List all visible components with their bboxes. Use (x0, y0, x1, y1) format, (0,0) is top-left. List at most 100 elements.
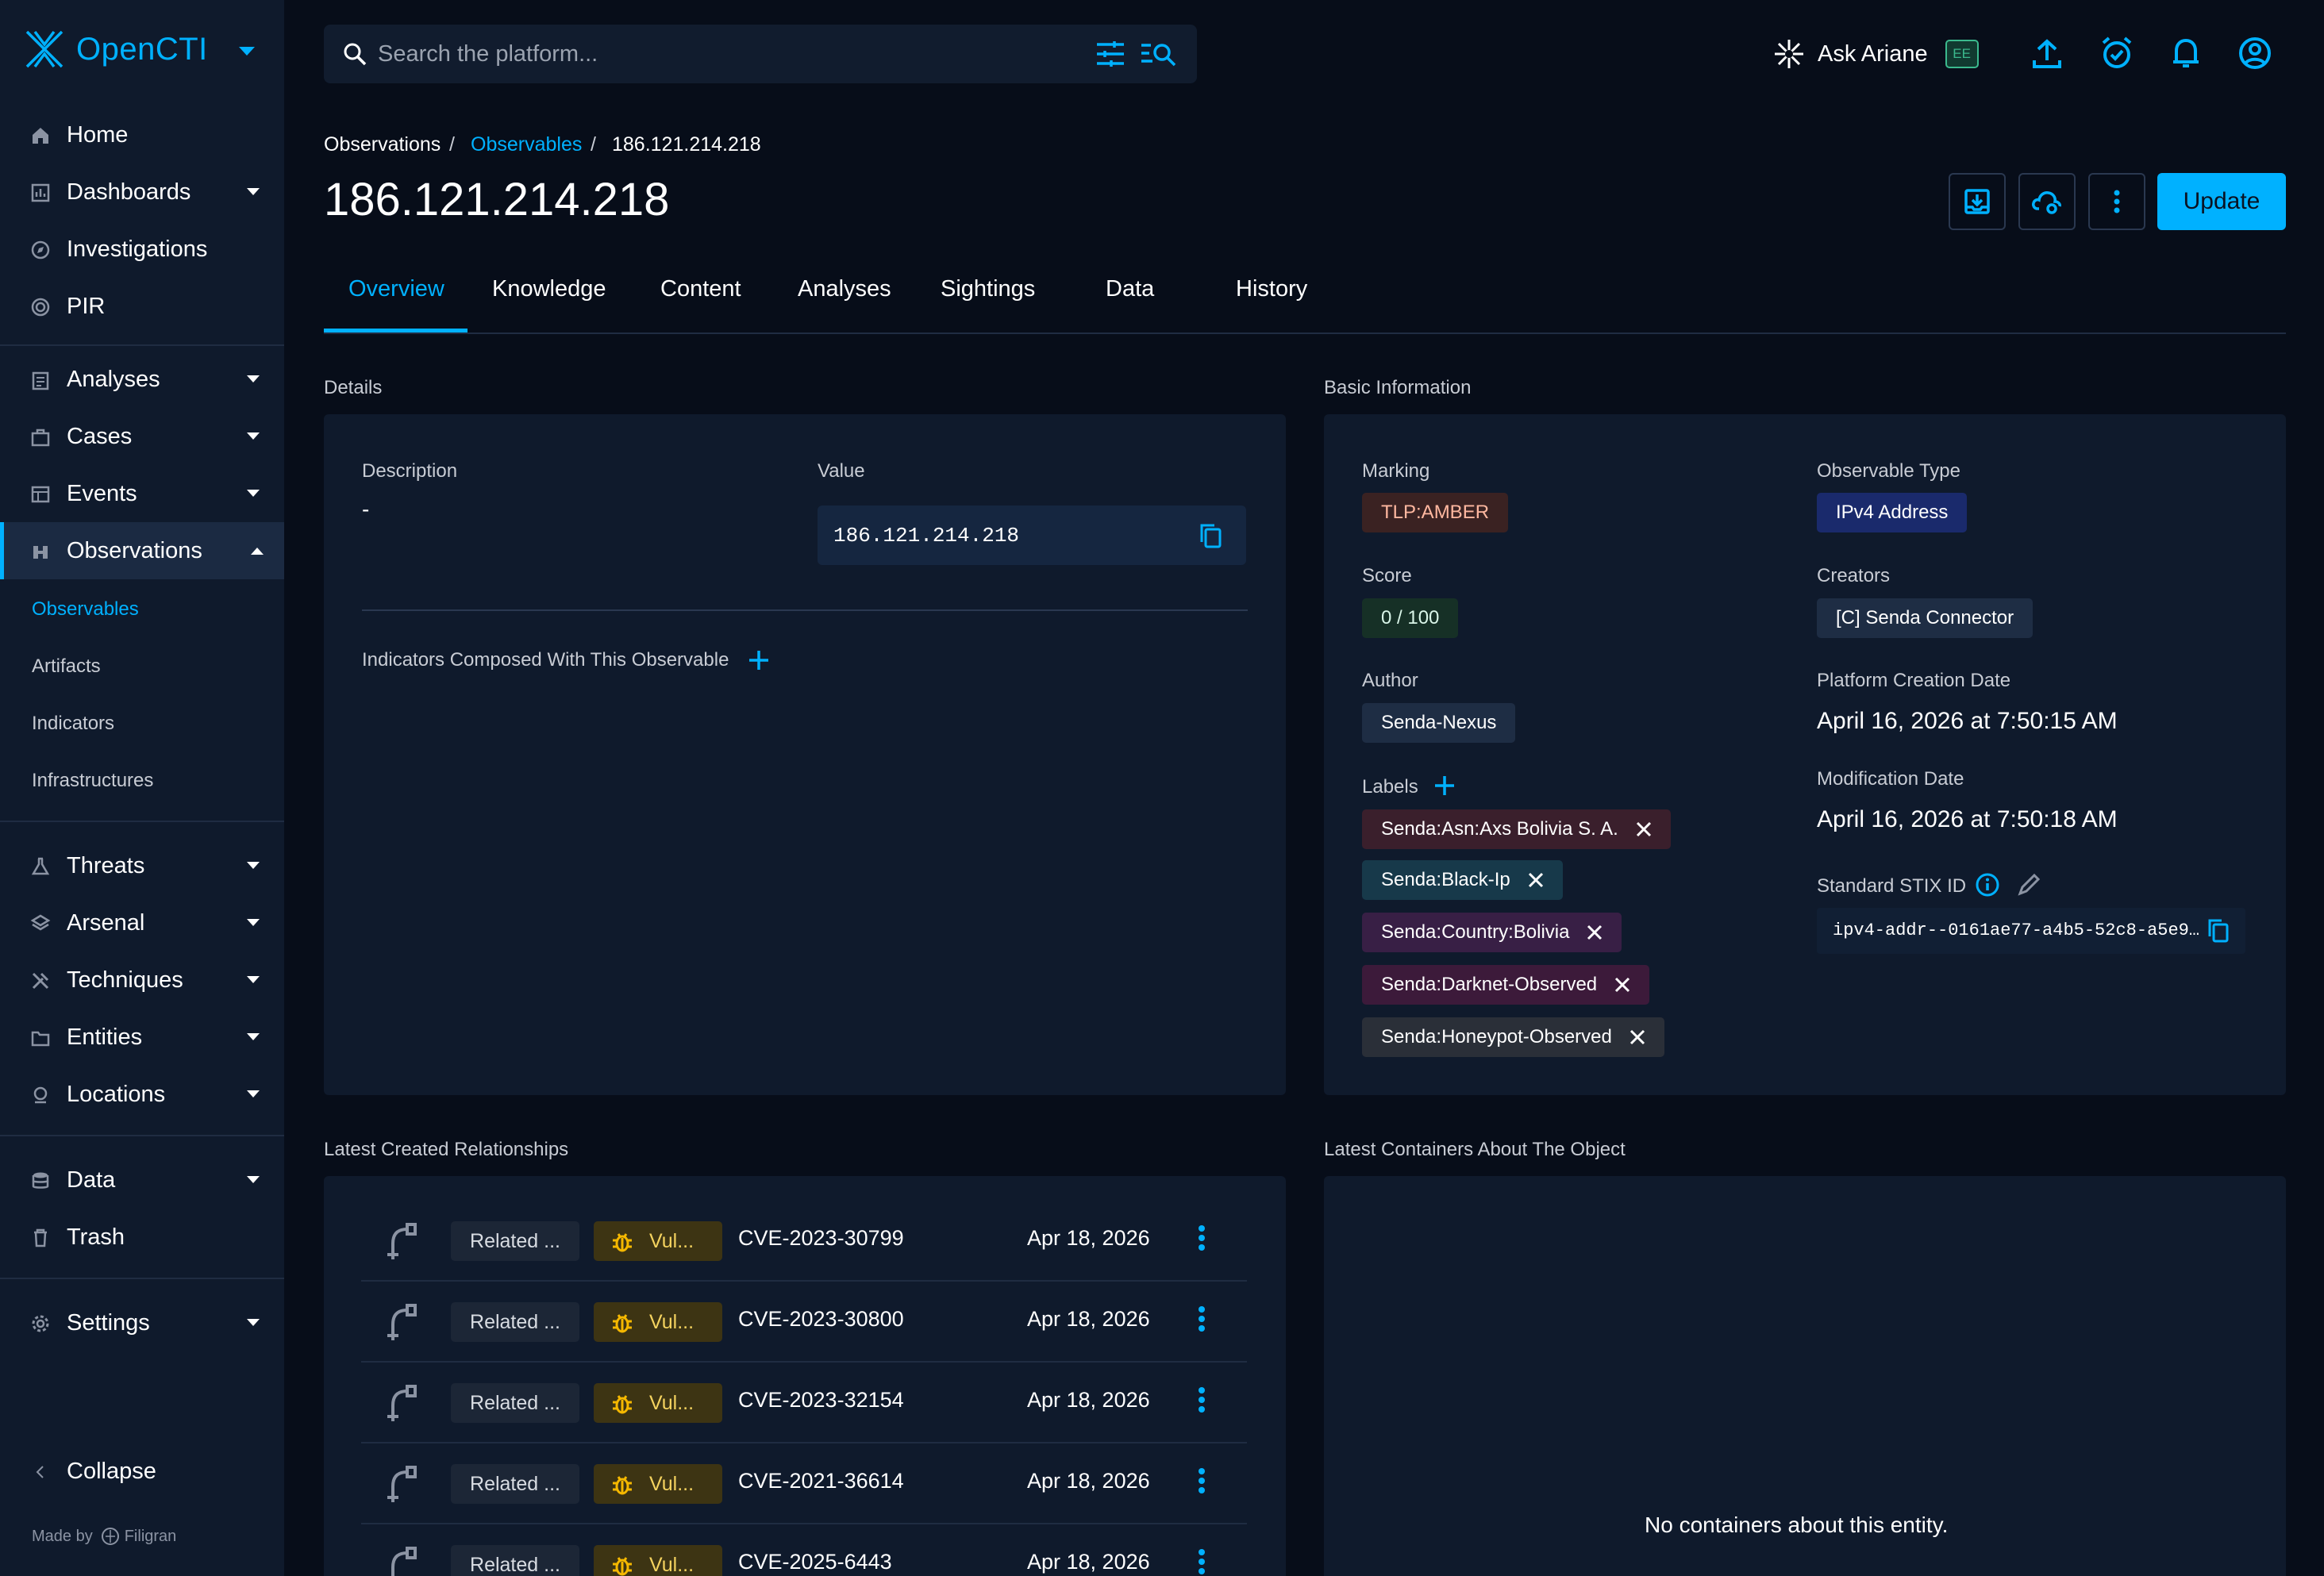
nav-item-techniques[interactable]: Techniques (0, 951, 284, 1009)
add-indicator-icon[interactable] (748, 649, 770, 671)
edit-pencil-icon[interactable] (2018, 872, 2041, 896)
more-vertical-icon[interactable] (1199, 1305, 1205, 1332)
subnav-infrastructures[interactable]: Infrastructures (32, 770, 154, 791)
clipboard-icon (32, 371, 49, 390)
nav-item-settings[interactable]: Settings (0, 1294, 284, 1351)
search-bar (324, 25, 1197, 83)
nav-item-cases[interactable]: Cases (0, 408, 284, 465)
nav-item-investigations[interactable]: Investigations (0, 221, 284, 278)
nav-item-arsenal[interactable]: Arsenal (0, 894, 284, 951)
subnav-indicators[interactable]: Indicators (32, 713, 115, 734)
nav-label: Events (67, 480, 137, 506)
briefcase-icon (31, 429, 50, 447)
nav-item-events[interactable]: Events (0, 465, 284, 522)
close-icon[interactable] (1528, 872, 1544, 888)
collapse-label: Collapse (67, 1458, 156, 1484)
bug-icon (613, 1314, 632, 1333)
events-icon (31, 486, 50, 503)
relationship-row[interactable]: Related ... Vul... CVE-2023-30800 Apr 18… (361, 1282, 1247, 1363)
relationship-row[interactable]: Related ... Vul... CVE-2023-30799 Apr 18… (361, 1201, 1247, 1282)
collapse-button[interactable]: Collapse (0, 1443, 284, 1500)
entity-type-text: Vul... (649, 1310, 695, 1333)
upload-icon[interactable] (2032, 38, 2062, 70)
search-advanced-icon[interactable] (1140, 40, 1176, 67)
nav-label: Settings (67, 1309, 150, 1336)
label-chip[interactable]: Senda:Honeypot-Observed (1362, 1017, 1664, 1057)
stix-id-box: ipv4-addr--0161ae77-a4b5-52c8-a5e9… (1817, 908, 2245, 954)
copy-icon[interactable] (1199, 523, 1222, 548)
info-icon[interactable] (1975, 872, 2000, 898)
nav-item-analyses[interactable]: Analyses (0, 351, 284, 408)
nav-item-threats[interactable]: Threats (0, 837, 284, 894)
add-label-icon[interactable] (1433, 775, 1456, 797)
opencti-logo[interactable]: OpenCTI (24, 29, 208, 70)
caret-down-icon[interactable] (238, 46, 256, 57)
tab-data[interactable]: Data (1106, 276, 1155, 302)
label-chip[interactable]: Senda:Black-Ip (1362, 860, 1563, 900)
compass-icon (31, 240, 50, 259)
sidebar: OpenCTI Home Dashboards Investigations P… (0, 0, 284, 1576)
relationship-row[interactable]: Related ... Vul... CVE-2021-36614 Apr 18… (361, 1443, 1247, 1524)
nav-item-locations[interactable]: Locations (0, 1066, 284, 1123)
tab-overview[interactable]: Overview (348, 276, 444, 302)
divider (0, 1135, 284, 1136)
relationship-row[interactable]: Related ... Vul... CVE-2023-32154 Apr 18… (361, 1363, 1247, 1443)
close-icon[interactable] (1629, 1029, 1645, 1045)
ask-ariane-button[interactable]: Ask Ariane EE (1773, 38, 1979, 70)
tab-knowledge[interactable]: Knowledge (492, 276, 606, 302)
more-vertical-icon[interactable] (1199, 1224, 1205, 1251)
entity-type-chip: Vul... (594, 1383, 722, 1423)
nav-item-trash[interactable]: Trash (0, 1209, 284, 1266)
more-vertical-icon[interactable] (1199, 1386, 1205, 1413)
alarm-clock-icon[interactable] (2100, 37, 2134, 70)
label-text: Senda:Asn:Axs Bolivia S. A. (1381, 818, 1618, 840)
enrichment-button[interactable] (2018, 173, 2076, 230)
label-chip[interactable]: Senda:Darknet-Observed (1362, 965, 1650, 1005)
nav-item-pir[interactable]: PIR (0, 278, 284, 335)
details-section-title: Details (324, 377, 383, 398)
search-input[interactable] (378, 25, 1013, 83)
relationship-link-icon (391, 1547, 417, 1576)
tab-indicator (324, 329, 467, 332)
copy-icon[interactable] (2207, 919, 2230, 943)
label-chip[interactable]: Senda:Asn:Axs Bolivia S. A. (1362, 809, 1671, 849)
nav-item-dashboards[interactable]: Dashboards (0, 163, 284, 221)
entity-type-text: Vul... (649, 1472, 695, 1495)
subnav-artifacts[interactable]: Artifacts (32, 655, 101, 677)
breadcrumb-observables[interactable]: Observables (471, 133, 583, 156)
relationship-row[interactable]: Related ... Vul... CVE-2025-6443 Apr 18,… (361, 1524, 1247, 1576)
close-icon[interactable] (1636, 821, 1652, 837)
tab-sightings[interactable]: Sightings (941, 276, 1036, 302)
tab-history[interactable]: History (1236, 276, 1308, 302)
marking-value: TLP:AMBER (1381, 502, 1490, 523)
nav-item-data[interactable]: Data (0, 1151, 284, 1209)
relationship-type: Related ... (451, 1302, 579, 1342)
account-icon[interactable] (2238, 37, 2272, 70)
relationship-type: Related ... (451, 1383, 579, 1423)
caret-down-icon (247, 432, 260, 440)
close-icon[interactable] (1587, 924, 1603, 940)
label-chip[interactable]: Senda:Country:Bolivia (1362, 913, 1622, 952)
close-icon[interactable] (1614, 977, 1630, 993)
observable-type-value: IPv4 Address (1836, 502, 1949, 523)
label-text: Senda:Black-Ip (1381, 869, 1510, 890)
more-vertical-icon[interactable] (1199, 1467, 1205, 1494)
more-options-button[interactable] (2088, 173, 2145, 230)
cloud-refresh-icon (2032, 191, 2061, 214)
update-button[interactable]: Update (2157, 173, 2286, 230)
nav-item-observations[interactable]: Observations (0, 522, 284, 579)
description-label: Description (362, 460, 458, 482)
subnav-observables[interactable]: Observables (32, 598, 139, 620)
creator-chip[interactable]: [C] Senda Connector (1817, 598, 2034, 638)
filter-tune-icon[interactable] (1095, 40, 1125, 67)
tab-analyses[interactable]: Analyses (798, 276, 891, 302)
notification-bell-icon[interactable] (2172, 37, 2200, 70)
nav-item-entities[interactable]: Entities (0, 1009, 284, 1066)
nav-item-home[interactable]: Home (0, 106, 284, 163)
author-chip[interactable]: Senda-Nexus (1362, 703, 1516, 743)
entity-name: CVE-2025-6443 (738, 1550, 892, 1574)
export-button[interactable] (1949, 173, 2006, 230)
tab-content[interactable]: Content (660, 276, 741, 302)
more-vertical-icon[interactable] (1199, 1548, 1205, 1575)
location-icon (33, 1086, 48, 1104)
